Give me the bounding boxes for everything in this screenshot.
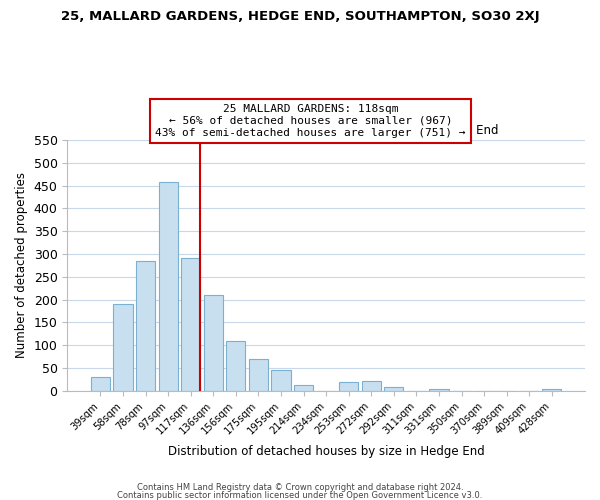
Bar — [542, 389, 562, 391]
Bar — [271, 370, 290, 391]
Bar — [91, 377, 110, 391]
Text: Contains public sector information licensed under the Open Government Licence v3: Contains public sector information licen… — [118, 490, 482, 500]
Bar — [226, 340, 245, 391]
Y-axis label: Number of detached properties: Number of detached properties — [15, 172, 28, 358]
X-axis label: Distribution of detached houses by size in Hedge End: Distribution of detached houses by size … — [168, 444, 485, 458]
Bar — [203, 295, 223, 391]
Text: 25, MALLARD GARDENS, HEDGE END, SOUTHAMPTON, SO30 2XJ: 25, MALLARD GARDENS, HEDGE END, SOUTHAMP… — [61, 10, 539, 23]
Bar — [362, 381, 381, 391]
Bar — [181, 258, 200, 391]
Title: Size of property relative to detached houses in Hedge End: Size of property relative to detached ho… — [154, 124, 499, 138]
Bar — [384, 387, 403, 391]
Bar — [249, 359, 268, 391]
Bar — [339, 382, 358, 391]
Text: 25 MALLARD GARDENS: 118sqm
← 56% of detached houses are smaller (967)
43% of sem: 25 MALLARD GARDENS: 118sqm ← 56% of deta… — [155, 104, 466, 138]
Bar — [113, 304, 133, 391]
Bar — [136, 261, 155, 391]
Bar — [294, 385, 313, 391]
Text: Contains HM Land Registry data © Crown copyright and database right 2024.: Contains HM Land Registry data © Crown c… — [137, 484, 463, 492]
Bar — [430, 388, 449, 391]
Bar — [158, 182, 178, 391]
